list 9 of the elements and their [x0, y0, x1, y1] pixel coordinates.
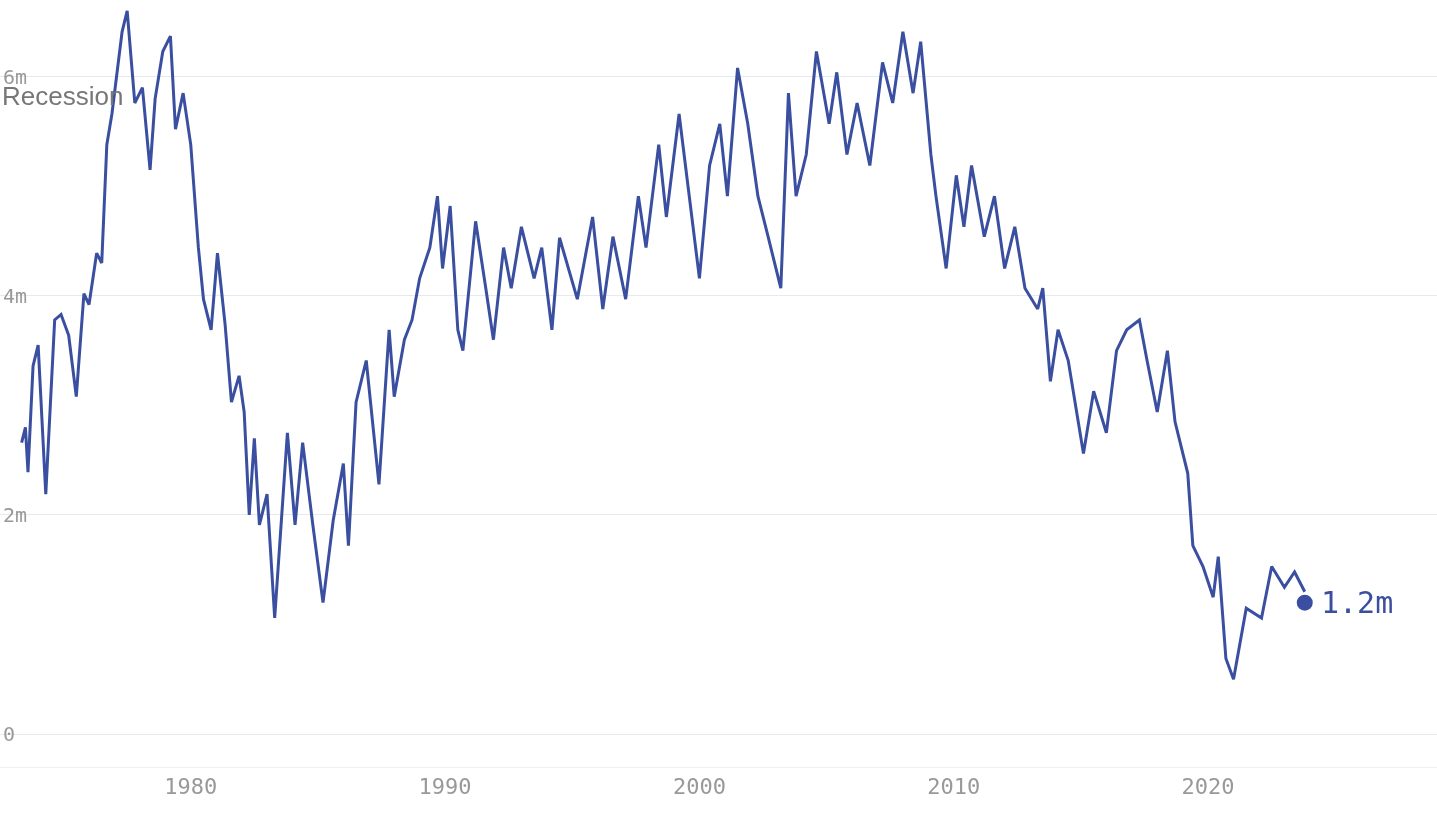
y-tick-label: 4m: [3, 283, 28, 308]
y-tick-label: 0: [3, 722, 16, 747]
x-tick-label: 2000: [672, 774, 726, 800]
x-tick-label: 2010: [927, 774, 981, 800]
x-tick-label: 1980: [164, 774, 218, 800]
x-tick-label: 1990: [418, 774, 472, 800]
y-tick-label: 2m: [3, 502, 28, 527]
x-tick-label: 2020: [1181, 774, 1235, 800]
annotation: 1.2m: [1321, 585, 1394, 620]
